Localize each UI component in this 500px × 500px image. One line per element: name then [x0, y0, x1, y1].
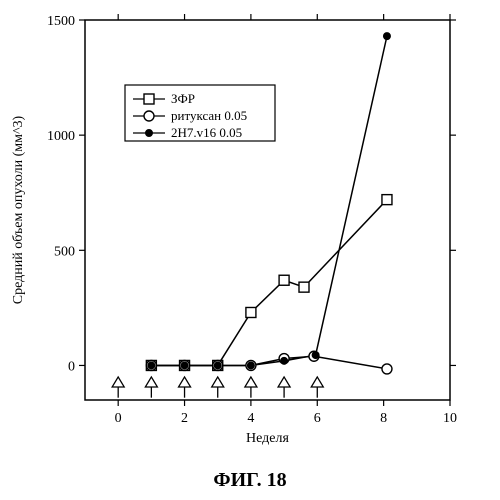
- svg-text:2H7.v16 0.05: 2H7.v16 0.05: [171, 125, 242, 140]
- svg-text:Средний объем опухоли (мм^3): Средний объем опухоли (мм^3): [11, 115, 26, 304]
- svg-text:2: 2: [181, 411, 188, 426]
- svg-text:8: 8: [380, 411, 387, 426]
- svg-text:4: 4: [247, 411, 254, 426]
- svg-text:1000: 1000: [47, 129, 75, 144]
- svg-text:6: 6: [314, 411, 321, 426]
- svg-text:500: 500: [54, 244, 75, 259]
- svg-text:Неделя: Неделя: [246, 431, 289, 446]
- svg-text:1500: 1500: [47, 14, 75, 29]
- svg-text:0: 0: [68, 359, 75, 374]
- svg-text:ФИГ. 18: ФИГ. 18: [213, 469, 286, 491]
- svg-text:ЗФР: ЗФР: [171, 91, 195, 106]
- chart-container: 0 500 1000 1500 0 2 4 6 8 10 ЗФР ритуксан 0.05 2H7.v…: [0, 0, 500, 500]
- line-chart: 0 500 1000 1500 0 2 4 6 8 10 ЗФР ритуксан 0.05 2H7.v…: [0, 0, 500, 500]
- svg-text:0: 0: [115, 411, 122, 426]
- svg-text:ритуксан 0.05: ритуксан 0.05: [171, 108, 247, 123]
- svg-text:10: 10: [443, 411, 457, 426]
